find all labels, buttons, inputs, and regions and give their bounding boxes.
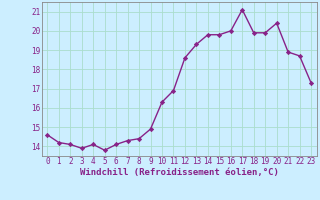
X-axis label: Windchill (Refroidissement éolien,°C): Windchill (Refroidissement éolien,°C) (80, 168, 279, 177)
